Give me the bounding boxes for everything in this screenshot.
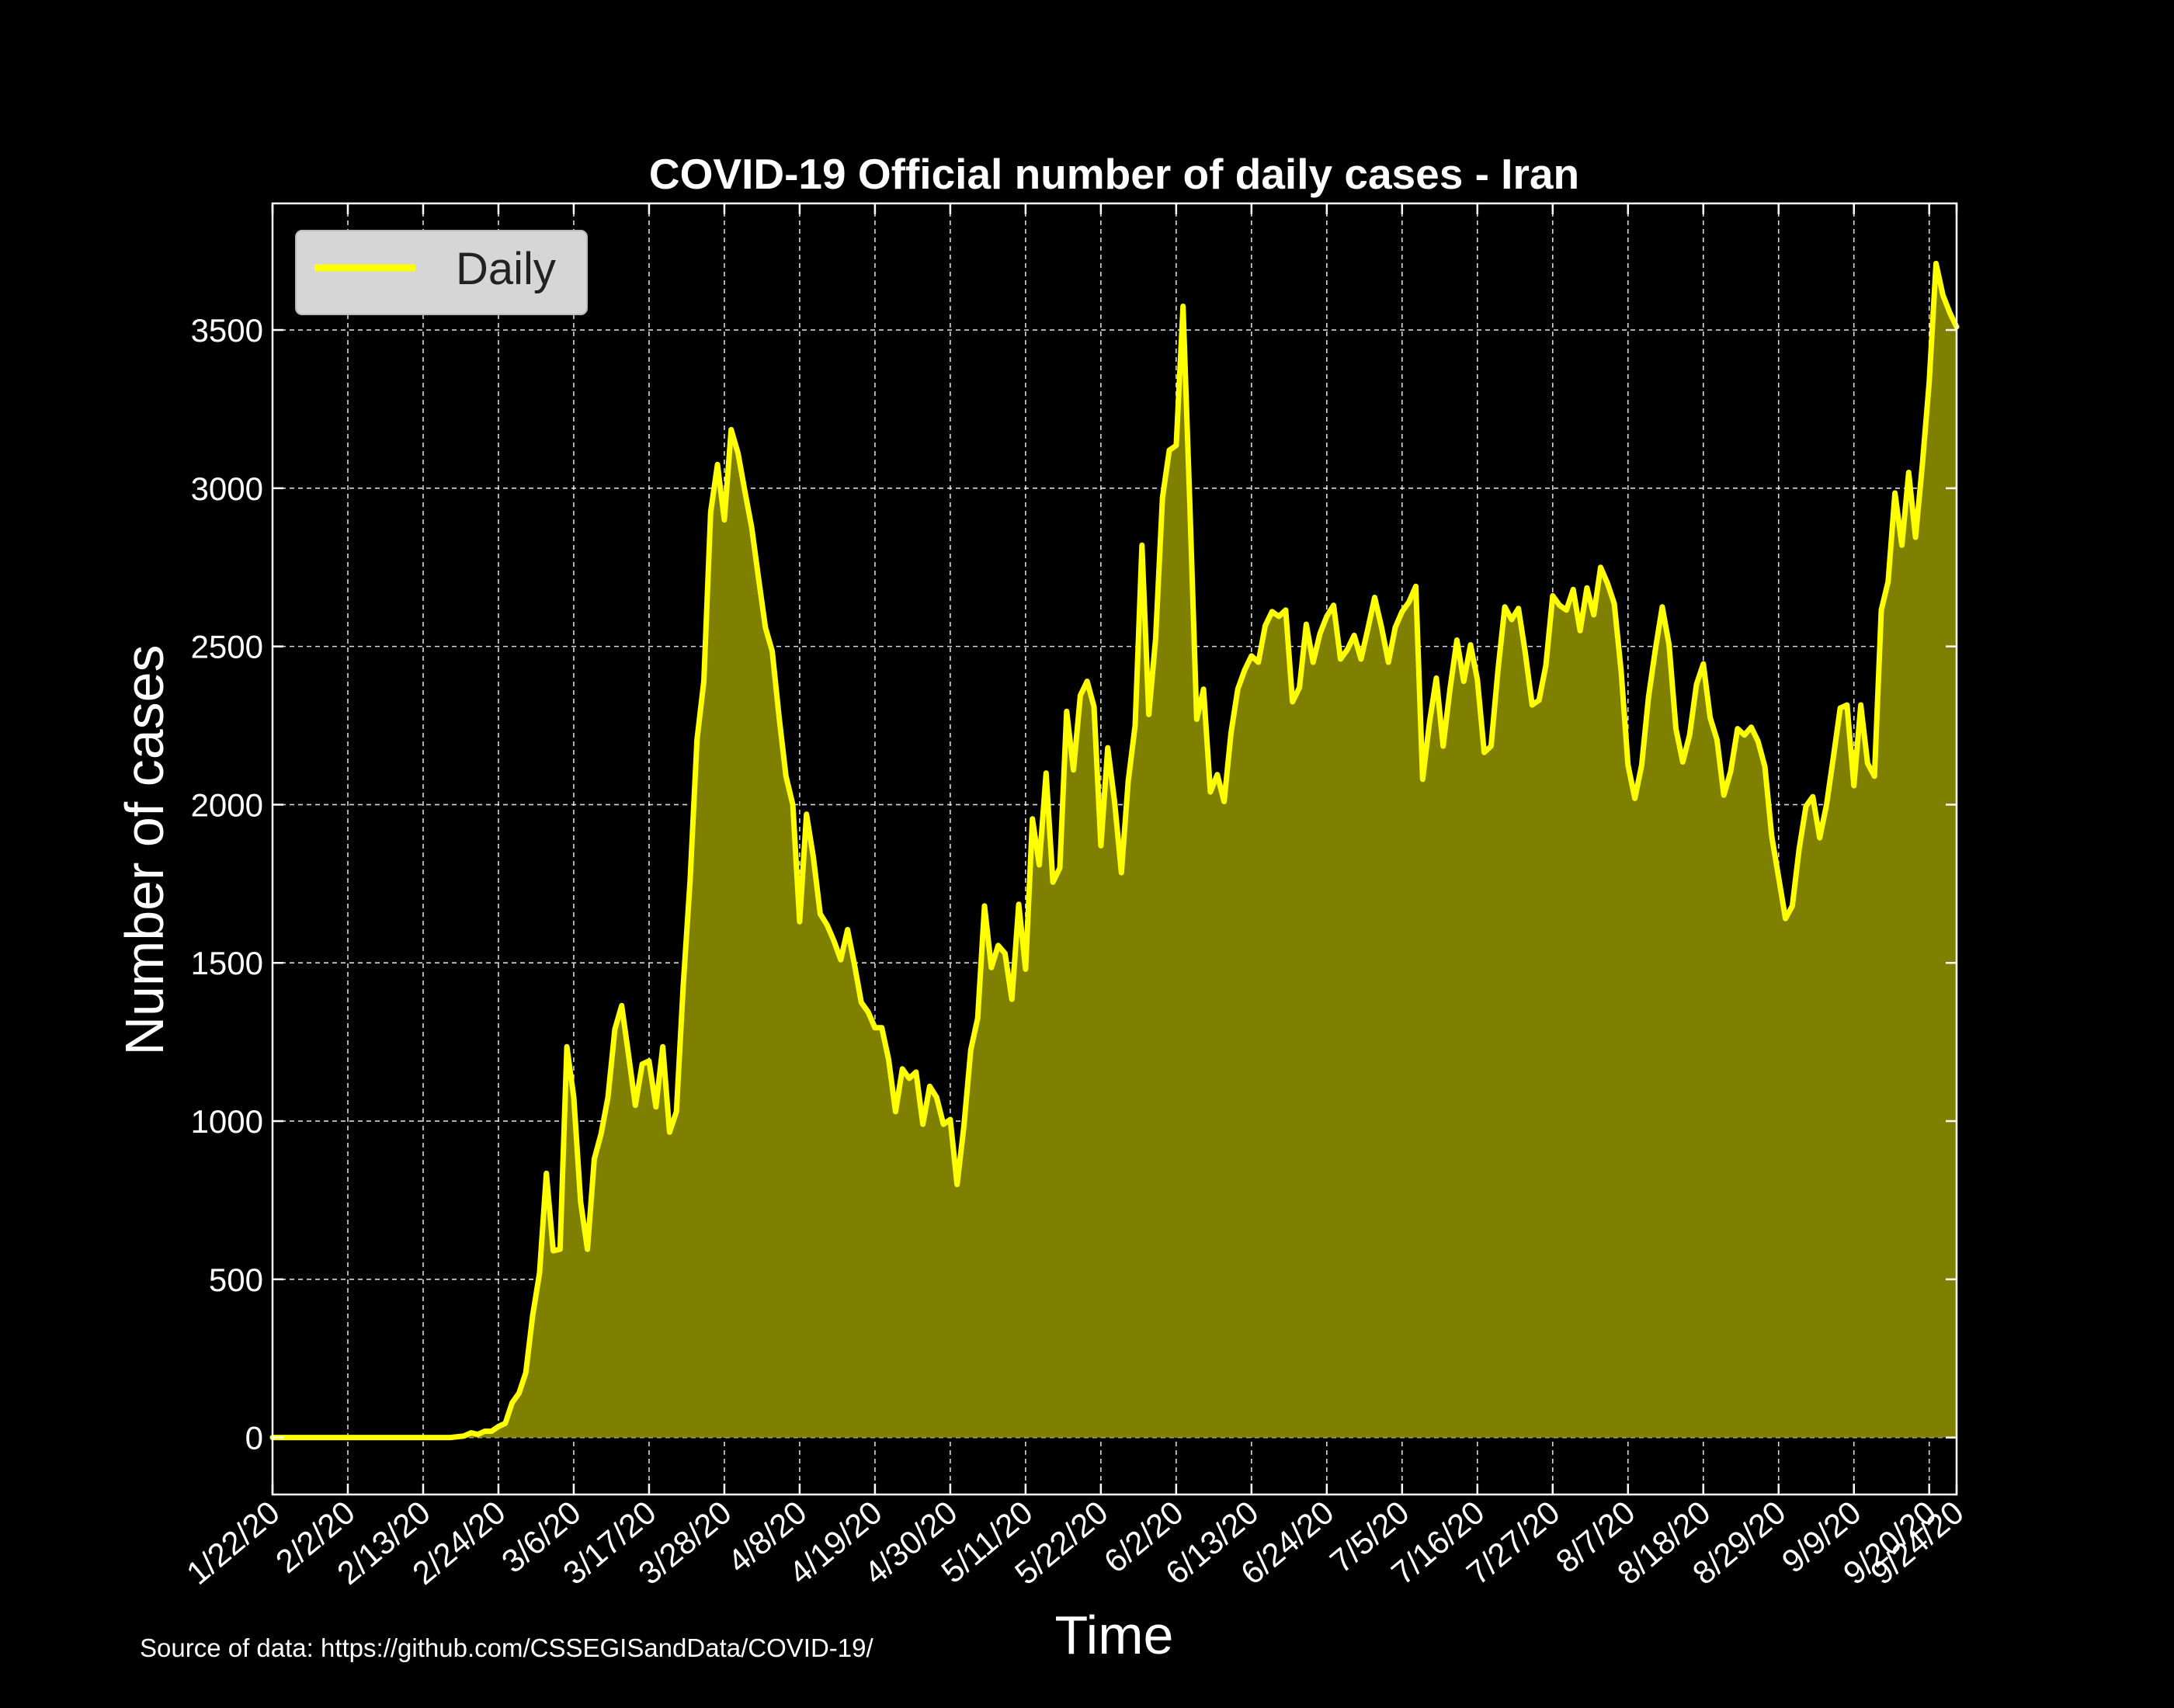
y-tick-label: 500 xyxy=(209,1262,263,1298)
y-tick-label: 3000 xyxy=(191,470,263,507)
source-note: Source of data: https://github.com/CSSEG… xyxy=(140,1633,873,1662)
legend-entry-daily: Daily xyxy=(456,244,556,294)
y-tick-label: 2500 xyxy=(191,629,263,665)
plot-frame xyxy=(271,202,1958,1496)
y-axis-label: Number of cases xyxy=(114,644,175,1055)
legend-box xyxy=(295,230,588,315)
x-axis-label: Time xyxy=(1055,1605,1174,1665)
legend: Daily xyxy=(295,230,588,315)
series-daily-line xyxy=(269,260,1960,1441)
y-tick-label: 1000 xyxy=(191,1103,263,1140)
series-daily-area xyxy=(273,263,1957,1438)
y-tick-label: 2000 xyxy=(191,786,263,823)
chart-title: COVID-19 Official number of daily cases … xyxy=(649,150,1579,198)
y-tick-label: 0 xyxy=(245,1420,263,1456)
y-tick-label: 1500 xyxy=(191,945,263,981)
y-tick-label: 3500 xyxy=(191,312,263,349)
